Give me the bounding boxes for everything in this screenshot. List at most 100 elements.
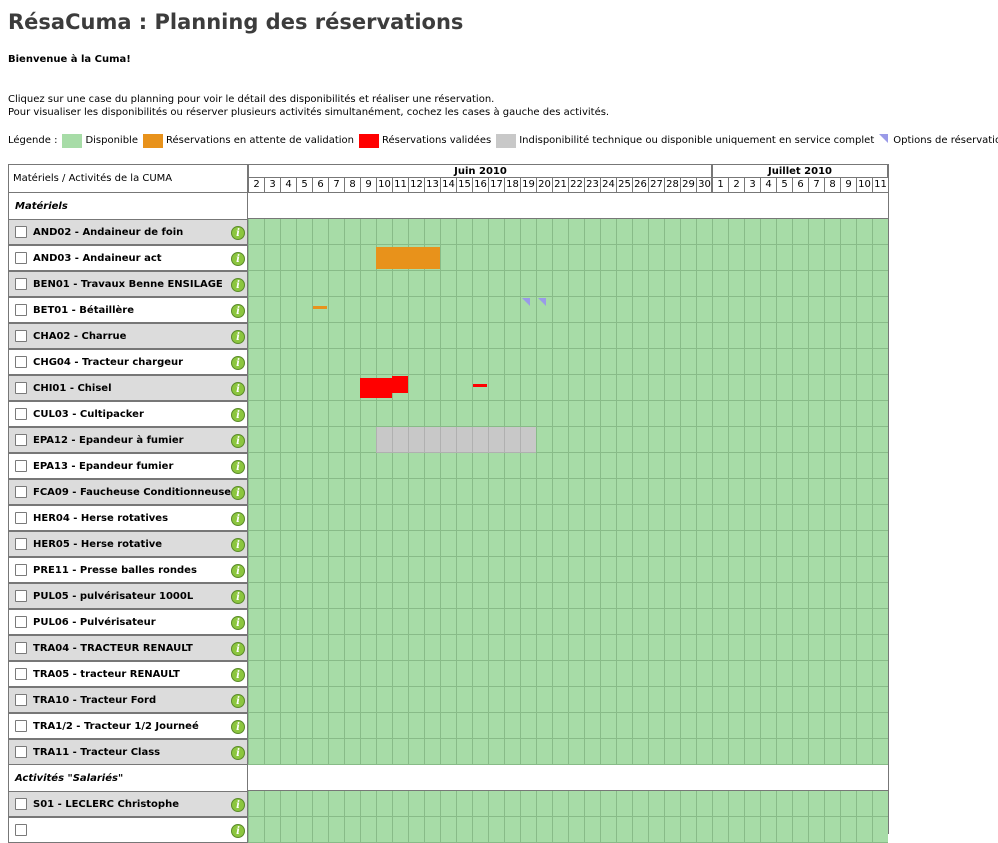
day-cell[interactable] bbox=[520, 635, 536, 661]
day-cell[interactable] bbox=[808, 401, 824, 427]
day-cell[interactable] bbox=[392, 323, 408, 349]
day-cell[interactable] bbox=[584, 297, 600, 323]
activity-checkbox[interactable] bbox=[15, 798, 27, 810]
day-cell[interactable] bbox=[664, 583, 680, 609]
day-cell[interactable] bbox=[856, 687, 872, 713]
day-cell[interactable] bbox=[504, 453, 520, 479]
unavailable-day[interactable] bbox=[456, 427, 472, 453]
day-cell[interactable] bbox=[408, 531, 424, 557]
day-cell[interactable] bbox=[776, 453, 792, 479]
day-cell[interactable] bbox=[696, 583, 712, 609]
day-cell[interactable] bbox=[840, 661, 856, 687]
day-cell[interactable] bbox=[632, 375, 648, 401]
info-icon[interactable]: i bbox=[231, 564, 245, 578]
day-cell[interactable] bbox=[792, 531, 808, 557]
day-cell[interactable] bbox=[680, 713, 696, 739]
day-cell[interactable] bbox=[552, 297, 568, 323]
day-cell[interactable] bbox=[744, 635, 760, 661]
day-cell[interactable] bbox=[776, 505, 792, 531]
day-cell[interactable] bbox=[600, 245, 616, 271]
day-cell[interactable] bbox=[840, 739, 856, 765]
day-cell[interactable] bbox=[632, 297, 648, 323]
day-cell[interactable] bbox=[808, 557, 824, 583]
day-cell[interactable] bbox=[360, 583, 376, 609]
day-cell[interactable] bbox=[344, 531, 360, 557]
day-cell[interactable] bbox=[536, 609, 552, 635]
day-cell[interactable] bbox=[680, 609, 696, 635]
day-cell[interactable] bbox=[808, 349, 824, 375]
day-cell[interactable] bbox=[536, 401, 552, 427]
day-cell[interactable] bbox=[248, 635, 264, 661]
day-cell[interactable] bbox=[744, 791, 760, 817]
info-icon[interactable]: i bbox=[231, 512, 245, 526]
activity-checkbox[interactable] bbox=[15, 356, 27, 368]
day-cell[interactable] bbox=[856, 739, 872, 765]
day-cell[interactable] bbox=[552, 739, 568, 765]
day-cell[interactable] bbox=[520, 713, 536, 739]
day-cell[interactable] bbox=[744, 505, 760, 531]
day-cell[interactable] bbox=[728, 453, 744, 479]
day-cell[interactable] bbox=[600, 713, 616, 739]
day-cell[interactable] bbox=[760, 453, 776, 479]
day-cell[interactable] bbox=[680, 323, 696, 349]
day-cell[interactable] bbox=[728, 583, 744, 609]
day-cell[interactable] bbox=[264, 557, 280, 583]
day-cell[interactable] bbox=[648, 427, 664, 453]
day-cell[interactable] bbox=[600, 297, 616, 323]
day-cell[interactable] bbox=[456, 791, 472, 817]
day-cell[interactable] bbox=[840, 453, 856, 479]
day-cell[interactable] bbox=[856, 323, 872, 349]
day-cell[interactable] bbox=[808, 609, 824, 635]
day-cell[interactable] bbox=[280, 271, 296, 297]
day-cell[interactable] bbox=[648, 219, 664, 245]
day-cell[interactable] bbox=[440, 453, 456, 479]
day-cell[interactable] bbox=[824, 531, 840, 557]
day-cell[interactable] bbox=[728, 401, 744, 427]
day-cell[interactable] bbox=[824, 557, 840, 583]
day-cell[interactable] bbox=[488, 635, 504, 661]
day-cell[interactable] bbox=[792, 687, 808, 713]
day-cell[interactable] bbox=[264, 427, 280, 453]
info-icon[interactable]: i bbox=[231, 616, 245, 630]
day-cell[interactable] bbox=[680, 739, 696, 765]
day-cell[interactable] bbox=[792, 297, 808, 323]
validated-reservation-half[interactable] bbox=[392, 376, 408, 393]
day-cell[interactable] bbox=[792, 375, 808, 401]
day-cell[interactable] bbox=[808, 219, 824, 245]
day-cell[interactable] bbox=[728, 427, 744, 453]
day-cell[interactable] bbox=[776, 661, 792, 687]
day-cell[interactable] bbox=[296, 713, 312, 739]
day-cell[interactable] bbox=[328, 583, 344, 609]
day-cell[interactable] bbox=[328, 375, 344, 401]
day-cell[interactable] bbox=[744, 427, 760, 453]
day-cell[interactable] bbox=[424, 739, 440, 765]
day-cell[interactable] bbox=[616, 349, 632, 375]
day-cell[interactable] bbox=[584, 479, 600, 505]
day-cell[interactable] bbox=[472, 583, 488, 609]
day-cell[interactable] bbox=[376, 791, 392, 817]
day-cell[interactable] bbox=[680, 219, 696, 245]
day-cell[interactable] bbox=[696, 531, 712, 557]
day-cell[interactable] bbox=[664, 245, 680, 271]
day-cell[interactable] bbox=[344, 635, 360, 661]
day-cell[interactable] bbox=[680, 271, 696, 297]
day-cell[interactable] bbox=[776, 531, 792, 557]
day-cell[interactable] bbox=[408, 323, 424, 349]
day-cell[interactable] bbox=[552, 453, 568, 479]
day-cell[interactable] bbox=[344, 557, 360, 583]
day-cell[interactable] bbox=[328, 661, 344, 687]
unavailable-day[interactable] bbox=[520, 427, 536, 453]
day-cell[interactable] bbox=[792, 635, 808, 661]
day-cell[interactable] bbox=[872, 687, 888, 713]
day-cell[interactable] bbox=[456, 531, 472, 557]
day-cell[interactable] bbox=[344, 791, 360, 817]
day-cell[interactable] bbox=[760, 557, 776, 583]
day-cell[interactable] bbox=[600, 271, 616, 297]
day-cell[interactable] bbox=[392, 713, 408, 739]
day-cell[interactable] bbox=[856, 583, 872, 609]
day-cell[interactable] bbox=[424, 661, 440, 687]
day-cell[interactable] bbox=[760, 505, 776, 531]
day-cell[interactable] bbox=[344, 323, 360, 349]
day-cell[interactable] bbox=[312, 531, 328, 557]
day-cell[interactable] bbox=[552, 557, 568, 583]
